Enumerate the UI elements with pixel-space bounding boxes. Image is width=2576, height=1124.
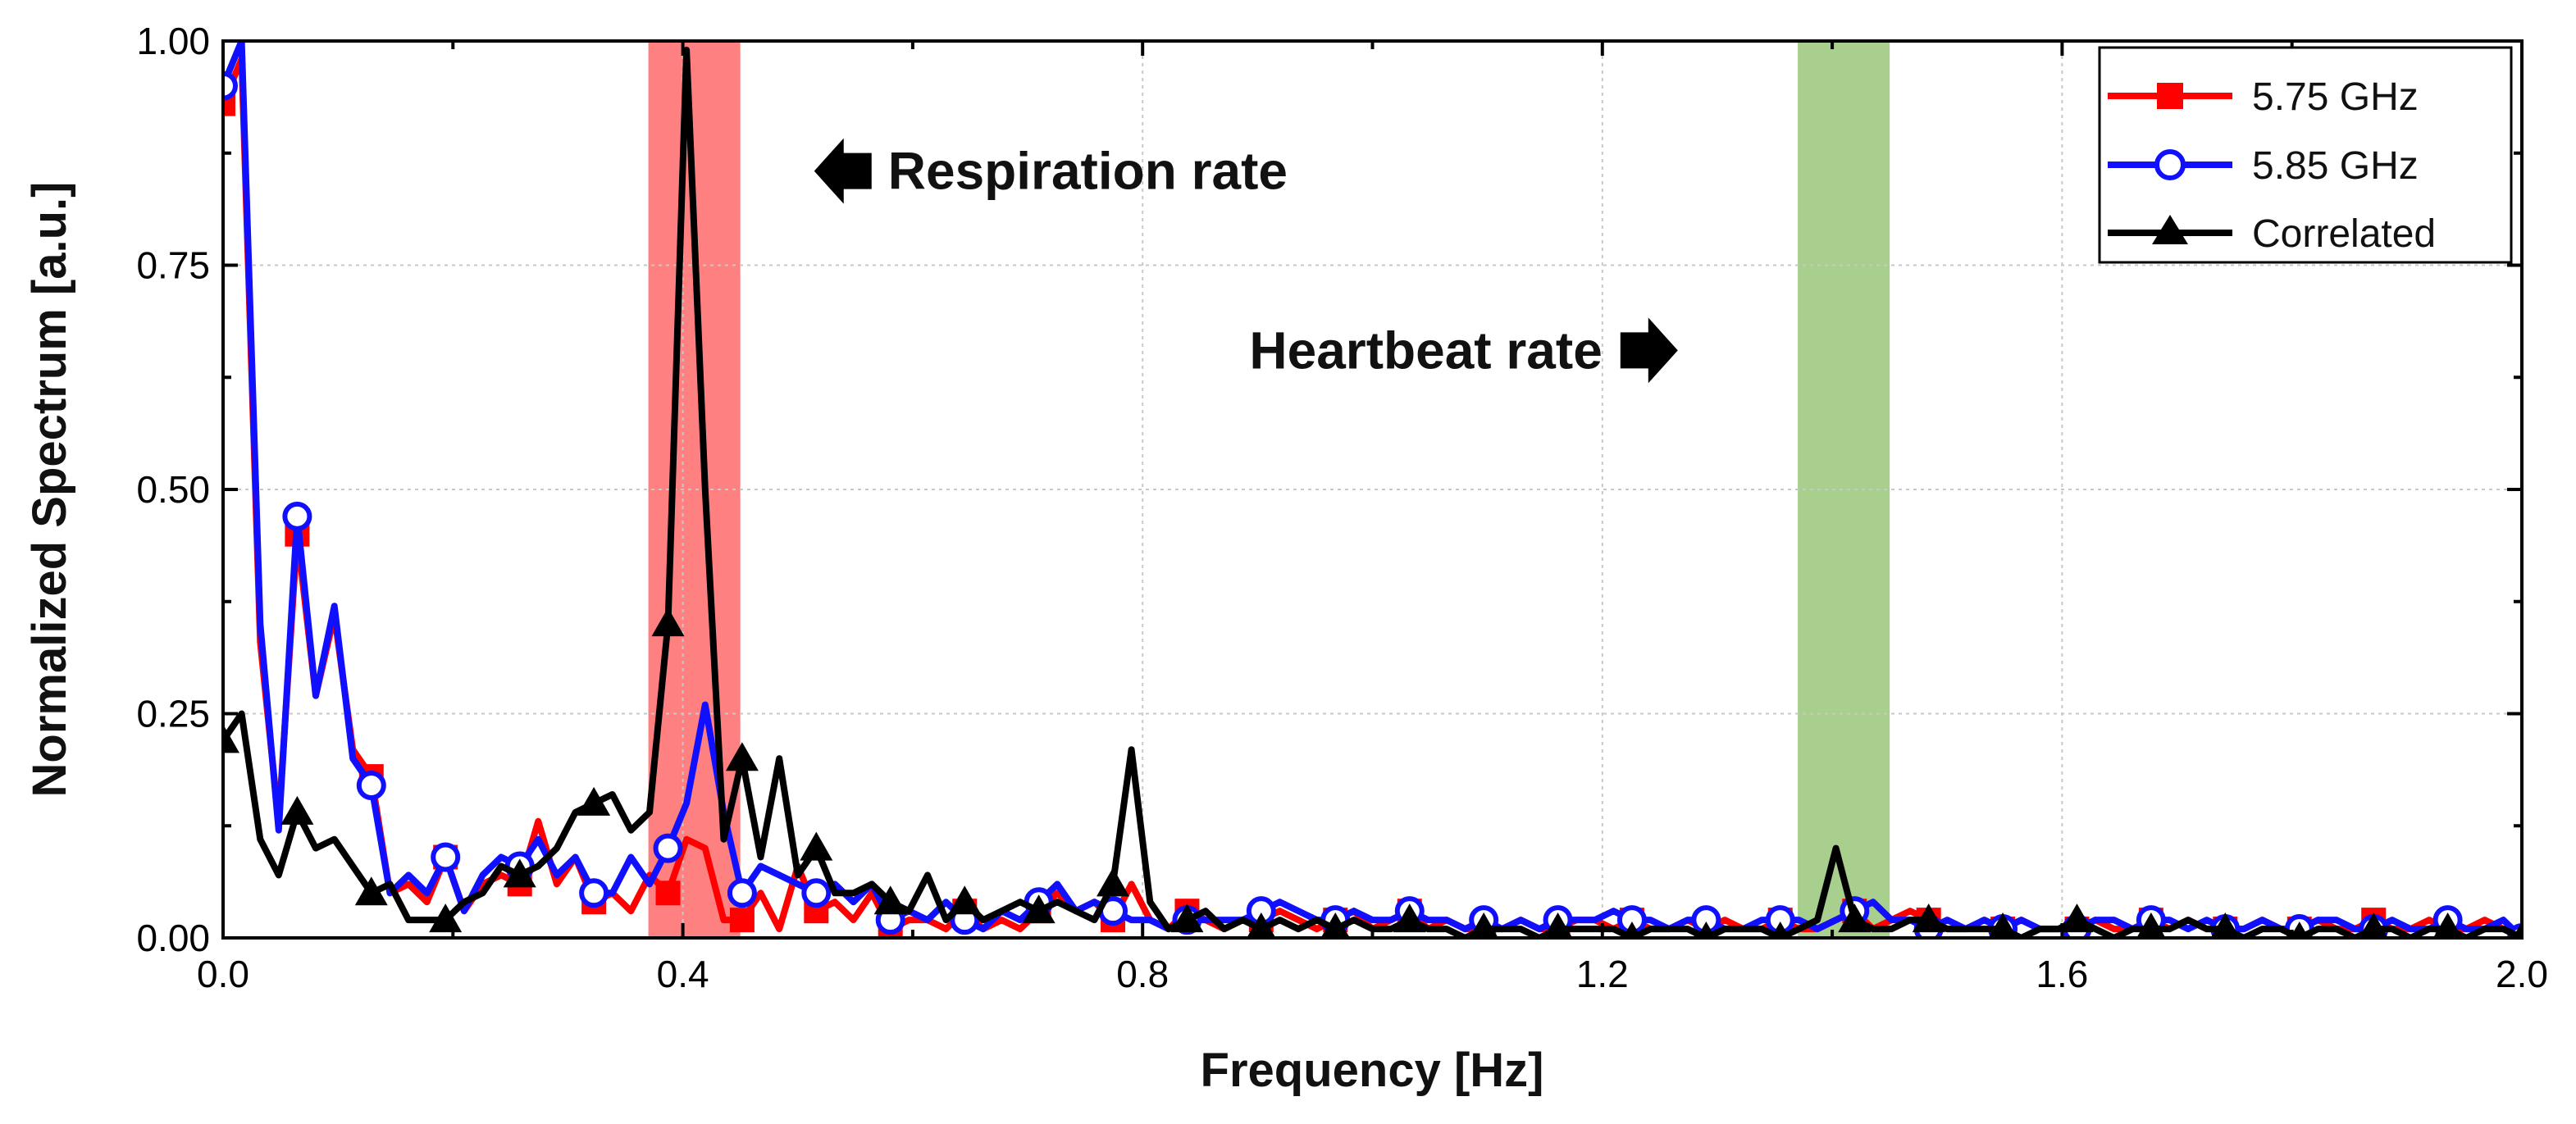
y-tick-label: 0.25 (136, 693, 210, 735)
respiration-annotation: Respiration rate (814, 138, 1288, 204)
legend-label: Correlated (2252, 212, 2436, 256)
respiration-label: Respiration rate (888, 142, 1288, 201)
legend-entry-correlated: Correlated (2108, 212, 2436, 256)
circle-marker-icon (2154, 149, 2186, 180)
data-point (653, 833, 683, 863)
data-point (1320, 912, 1350, 938)
data-point (356, 771, 386, 801)
data-point (280, 795, 314, 825)
square-marker-icon (2157, 83, 2183, 109)
data-point (1988, 912, 2017, 938)
data-point (1170, 903, 1204, 933)
data-point (354, 876, 388, 906)
x-axis-title: Frequency [Hz] (1201, 1044, 1544, 1097)
heartbeat-label: Heartbeat rate (1249, 321, 1602, 380)
data-point (1838, 903, 1872, 933)
series-line (223, 46, 2522, 938)
data-point (2512, 921, 2522, 938)
data-point (727, 878, 757, 908)
y-tick-label: 0.50 (136, 468, 210, 511)
x-tick-label: 2.0 (2496, 953, 2548, 995)
data-point (729, 908, 755, 933)
left-arrow-icon (814, 138, 872, 204)
y-tick-label: 0.75 (136, 244, 210, 287)
data-point (431, 842, 461, 872)
triangle-marker-icon (2152, 215, 2188, 244)
data-point (2210, 912, 2240, 938)
data-point (1247, 912, 1276, 938)
data-point (655, 881, 681, 906)
data-point (2060, 903, 2094, 933)
data-point (1469, 912, 1498, 938)
x-tick-label: 0.8 (1116, 953, 1169, 995)
data-point (1912, 903, 1945, 933)
data-point (2136, 912, 2166, 938)
data-point (2432, 912, 2463, 938)
data-point (429, 903, 463, 933)
legend-label: 5.75 GHz (2252, 75, 2419, 119)
data-point (223, 724, 239, 753)
data-point (651, 608, 685, 637)
y-tick-labels: 0.00 0.25 0.50 0.75 1.00 (136, 20, 210, 959)
data-point (725, 742, 759, 771)
data-point (1543, 912, 1573, 938)
x-tick-label: 0.4 (657, 953, 709, 995)
data-point (2290, 921, 2309, 938)
data-point (1022, 894, 1055, 924)
data-point (801, 878, 832, 908)
y-tick-label: 0.00 (136, 917, 210, 959)
x-tick-label: 1.2 (1576, 953, 1629, 995)
data-point (1622, 921, 1642, 938)
right-arrow-icon (1620, 317, 1678, 384)
legend: 5.75 GHz 5.85 GHz Correlated (2098, 46, 2513, 264)
series-3 (223, 46, 2522, 938)
data-point (579, 878, 609, 908)
data-point (223, 71, 238, 101)
data-point (1393, 903, 1426, 933)
data-point (1696, 921, 1716, 938)
y-tick-label: 1.00 (136, 20, 210, 62)
legend-label: 5.85 GHz (2252, 144, 2419, 188)
data-point (873, 885, 907, 915)
x-tick-labels: 0.0 0.4 0.8 1.2 1.6 2.0 (197, 953, 2548, 995)
data-point (1097, 867, 1130, 897)
legend-entry-5-75ghz: 5.75 GHz (2108, 75, 2419, 119)
data-point (2359, 912, 2388, 938)
series-lines (223, 41, 2522, 938)
y-axis-title: Normalized Spectrum [a.u.] (23, 182, 76, 798)
x-tick-label: 1.6 (2036, 953, 2088, 995)
data-point (577, 786, 611, 816)
data-point (948, 885, 982, 915)
x-tick-label: 0.0 (197, 953, 249, 995)
legend-entry-5-85ghz: 5.85 GHz (2108, 144, 2419, 188)
data-point (282, 501, 312, 531)
heartbeat-annotation: Heartbeat rate (1249, 317, 1678, 384)
data-point (800, 831, 833, 861)
data-point (1771, 921, 1790, 938)
data-point (503, 858, 536, 888)
